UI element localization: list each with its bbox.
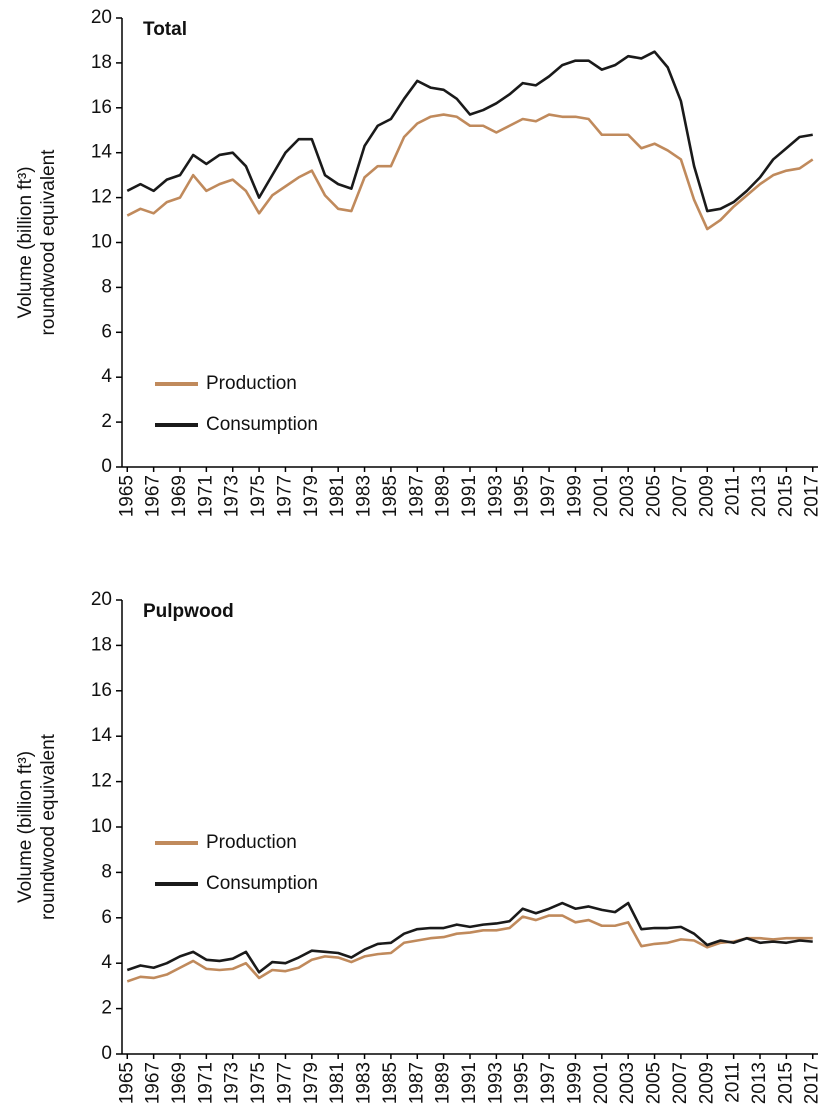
series-line xyxy=(126,50,813,213)
x-tick-label: 1999 xyxy=(564,1062,585,1104)
x-tick-label: 1969 xyxy=(169,475,190,517)
x-tick-label: 2017 xyxy=(802,1062,823,1104)
x-tick-label: 1991 xyxy=(459,1062,480,1104)
y-tick-label: 6 xyxy=(101,907,112,928)
x-tick-label: 1993 xyxy=(485,1062,506,1104)
y-tick-label: 0 xyxy=(101,456,112,477)
x-tick-label: 1981 xyxy=(327,1062,348,1104)
legend-label: Consumption xyxy=(206,873,318,894)
y-tick-label: 4 xyxy=(101,366,112,387)
legend-label: Consumption xyxy=(206,414,318,435)
x-tick-label: 1999 xyxy=(564,475,585,517)
x-tick-label: 1973 xyxy=(222,475,243,517)
x-tick-label: 2005 xyxy=(644,1062,665,1104)
x-tick-label: 1989 xyxy=(433,1062,454,1104)
x-tick-label: 1967 xyxy=(143,475,164,517)
series-line xyxy=(126,901,813,974)
y-axis-label: roundwood equivalent xyxy=(38,149,59,336)
x-tick-label: 1971 xyxy=(195,1062,216,1104)
x-tick-label: 1975 xyxy=(248,475,269,517)
y-tick-label: 8 xyxy=(101,276,112,297)
y-tick-label: 18 xyxy=(91,634,112,655)
x-tick-label: 1971 xyxy=(195,475,216,517)
y-tick-label: 12 xyxy=(91,187,112,208)
x-tick-label: 1993 xyxy=(485,475,506,517)
chart-title: Total xyxy=(143,19,187,40)
x-tick-label: 1985 xyxy=(380,475,401,517)
x-tick-label: 2015 xyxy=(775,1062,796,1104)
y-axis-label: Volume (billion ft³) xyxy=(15,166,36,318)
x-tick-label: 1995 xyxy=(512,475,533,517)
y-axis-label: roundwood equivalent xyxy=(38,733,59,920)
y-tick-label: 0 xyxy=(101,1043,112,1064)
y-axis-label: Volume (billion ft³) xyxy=(15,751,36,903)
x-tick-label: 2009 xyxy=(696,475,717,517)
y-tick-label: 20 xyxy=(91,7,112,28)
x-tick-label: 2013 xyxy=(749,475,770,517)
y-tick-label: 16 xyxy=(91,680,112,701)
x-tick-label: 2005 xyxy=(644,475,665,517)
x-tick-label: 1979 xyxy=(301,1062,322,1104)
x-tick-label: 2003 xyxy=(617,475,638,517)
series-line xyxy=(126,914,813,983)
x-tick-label: 1997 xyxy=(538,475,559,517)
x-tick-label: 2001 xyxy=(591,475,612,517)
x-tick-label: 1991 xyxy=(459,475,480,517)
y-tick-label: 10 xyxy=(91,232,112,253)
x-tick-label: 2001 xyxy=(591,1062,612,1104)
x-tick-label: 1965 xyxy=(116,475,137,517)
x-tick-label: 1987 xyxy=(406,475,427,517)
x-tick-label: 2011 xyxy=(723,475,744,516)
y-tick-label: 18 xyxy=(91,52,112,73)
x-tick-label: 1995 xyxy=(512,1062,533,1104)
y-tick-label: 20 xyxy=(91,589,112,610)
x-tick-label: 1997 xyxy=(538,1062,559,1104)
x-tick-label: 2003 xyxy=(617,1062,638,1104)
y-tick-label: 10 xyxy=(91,816,112,837)
y-tick-label: 16 xyxy=(91,97,112,118)
x-tick-label: 1977 xyxy=(274,1062,295,1104)
x-tick-label: 1973 xyxy=(222,1062,243,1104)
x-tick-label: 1981 xyxy=(327,475,348,517)
x-tick-label: 1983 xyxy=(354,1062,375,1104)
x-tick-label: 2017 xyxy=(802,475,823,517)
y-tick-label: 14 xyxy=(91,725,113,746)
y-tick-label: 4 xyxy=(101,952,112,973)
x-tick-label: 1977 xyxy=(274,475,295,517)
x-tick-label: 1975 xyxy=(248,1062,269,1104)
x-tick-label: 1987 xyxy=(406,1062,427,1104)
x-tick-label: 2013 xyxy=(749,1062,770,1104)
y-tick-label: 6 xyxy=(101,321,112,342)
x-tick-label: 1967 xyxy=(143,1062,164,1104)
y-tick-label: 2 xyxy=(101,998,112,1019)
y-tick-label: 2 xyxy=(101,411,112,432)
x-tick-label: 1979 xyxy=(301,475,322,517)
x-tick-label: 2007 xyxy=(670,1062,691,1104)
x-tick-label: 2015 xyxy=(775,475,796,517)
y-tick-label: 12 xyxy=(91,771,112,792)
x-tick-label: 1989 xyxy=(433,475,454,517)
legend-label: Production xyxy=(206,373,297,394)
x-tick-label: 2011 xyxy=(723,1062,744,1103)
x-tick-label: 1969 xyxy=(169,1062,190,1104)
series-line xyxy=(126,113,814,231)
chart-title: Pulpwood xyxy=(143,601,234,622)
y-tick-label: 14 xyxy=(91,142,113,163)
x-tick-label: 2009 xyxy=(696,1062,717,1104)
x-tick-label: 1965 xyxy=(116,1062,137,1104)
y-tick-label: 8 xyxy=(101,861,112,882)
legend-label: Production xyxy=(206,832,297,853)
x-tick-label: 1985 xyxy=(380,1062,401,1104)
x-tick-label: 1983 xyxy=(354,475,375,517)
x-tick-label: 2007 xyxy=(670,475,691,517)
